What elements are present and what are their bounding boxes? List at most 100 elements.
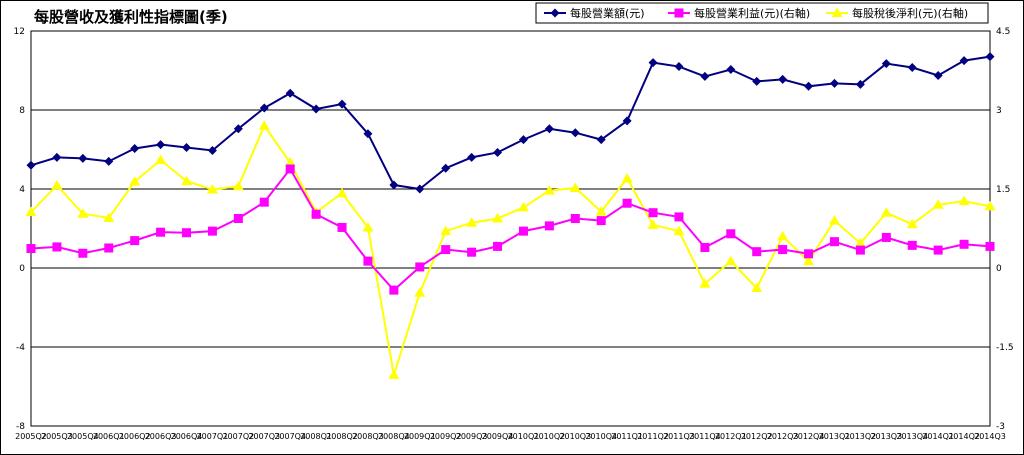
data-point xyxy=(441,245,451,255)
data-point xyxy=(726,65,736,75)
x-tick-label: 2014Q2 xyxy=(948,432,980,441)
data-point xyxy=(206,184,218,194)
series-0 xyxy=(26,52,995,194)
x-tick-label: 2012Q2 xyxy=(741,432,773,441)
data-point xyxy=(181,175,193,186)
data-point xyxy=(337,222,347,232)
x-tick-label: 2006Q4 xyxy=(171,432,203,441)
data-point xyxy=(933,245,943,255)
x-tick-label: 2013Q3 xyxy=(870,432,902,441)
y-right-tick-label: 0 xyxy=(996,264,1002,274)
x-tick-label: 2006Q3 xyxy=(145,432,177,441)
x-tick-label: 2005Q3 xyxy=(41,432,73,441)
data-point xyxy=(77,208,89,218)
data-point xyxy=(311,104,321,114)
data-point xyxy=(751,282,763,293)
x-tick-label: 2014Q3 xyxy=(974,432,1006,441)
data-point xyxy=(389,180,399,190)
data-point xyxy=(285,164,295,174)
data-point xyxy=(232,180,244,191)
legend-item: 每股營業利益(元)(右軸) xyxy=(668,6,810,20)
data-point xyxy=(467,152,477,162)
data-point xyxy=(880,207,892,217)
data-point xyxy=(207,226,217,236)
data-point xyxy=(518,226,528,236)
x-tick-label: 2007Q3 xyxy=(248,432,280,441)
data-point xyxy=(828,215,840,225)
data-point xyxy=(673,225,685,236)
x-tick-label: 2008Q2 xyxy=(326,432,358,441)
legend-box xyxy=(535,2,989,24)
data-point xyxy=(51,179,63,190)
data-point xyxy=(699,278,711,288)
grid-layer xyxy=(30,30,991,427)
data-point xyxy=(363,256,373,266)
data-point xyxy=(700,242,710,252)
data-point xyxy=(362,221,374,232)
plot-area xyxy=(30,30,991,427)
data-point xyxy=(130,236,140,246)
data-point xyxy=(881,232,891,242)
data-point xyxy=(803,255,815,266)
data-point xyxy=(596,216,606,226)
y-left-tick-label: 12 xyxy=(14,27,25,37)
x-tick-label: 2007Q4 xyxy=(274,432,306,441)
data-point xyxy=(155,154,167,165)
series-layer xyxy=(25,52,996,379)
data-point xyxy=(596,135,606,145)
x-tick-label: 2011Q3 xyxy=(663,432,695,441)
data-point xyxy=(544,221,554,231)
y-left-tick-label: 0 xyxy=(19,264,25,274)
data-point xyxy=(233,124,243,134)
data-point xyxy=(52,152,62,162)
data-point xyxy=(466,217,478,227)
data-point xyxy=(311,209,321,219)
data-point xyxy=(778,74,788,84)
data-point xyxy=(363,129,373,139)
data-point xyxy=(25,206,37,217)
data-point xyxy=(752,247,762,257)
data-point xyxy=(543,185,555,195)
series-line xyxy=(30,123,991,376)
axis-layer: 12 8 4 0 -4 -8 4.5 3 1.5 0 -1.5 -3 2005Q22005Q32005Q… xyxy=(14,27,1014,441)
x-tick-label: 2009Q3 xyxy=(456,432,488,441)
data-point xyxy=(622,198,632,208)
y-right-tick-label: -1.5 xyxy=(996,343,1014,353)
data-point xyxy=(441,163,451,173)
data-point xyxy=(855,79,865,89)
series-line xyxy=(30,55,991,191)
x-tick-label: 2007Q2 xyxy=(222,432,254,441)
x-tick-label: 2009Q2 xyxy=(430,432,462,441)
data-point xyxy=(854,237,866,248)
data-point xyxy=(285,88,295,98)
data-point xyxy=(389,285,399,295)
y-right-tick-label: 3 xyxy=(996,106,1002,116)
data-point xyxy=(130,144,140,154)
x-tick-label: 2012Q3 xyxy=(767,432,799,441)
data-point xyxy=(570,128,580,138)
data-point xyxy=(207,145,217,155)
x-tick-label: 2005Q4 xyxy=(67,432,99,441)
data-point xyxy=(932,199,944,209)
y-right-tick-label: 1.5 xyxy=(996,185,1010,195)
data-point xyxy=(907,63,917,73)
data-point xyxy=(388,369,400,379)
data-point xyxy=(259,103,269,113)
data-point xyxy=(700,71,710,81)
data-point xyxy=(182,228,192,238)
data-point xyxy=(831,7,843,17)
data-point xyxy=(517,201,529,212)
data-point xyxy=(648,58,658,68)
data-point xyxy=(725,255,737,266)
data-point xyxy=(829,237,839,247)
data-point xyxy=(648,208,658,218)
data-point xyxy=(569,182,581,192)
data-point xyxy=(233,213,243,223)
x-tick-label: 2009Q1 xyxy=(404,432,436,441)
legend-label: 每股營業利益(元)(右軸) xyxy=(694,6,810,20)
data-point xyxy=(985,52,995,62)
data-point xyxy=(104,243,114,253)
data-point xyxy=(984,200,996,211)
data-point xyxy=(674,8,684,18)
